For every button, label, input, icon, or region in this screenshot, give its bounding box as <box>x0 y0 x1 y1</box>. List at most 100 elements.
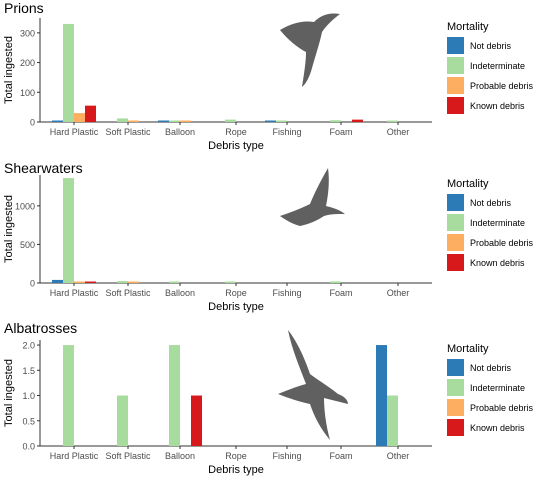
bar-indeterminate <box>169 281 180 283</box>
legend-label: Indeterminate <box>470 383 525 393</box>
x-tick-label: Balloon <box>165 451 195 461</box>
bar-indeterminate <box>117 395 128 446</box>
bar-indeterminate <box>169 120 180 122</box>
bird-silhouette-icon <box>280 168 345 226</box>
bird-silhouette-icon <box>280 13 340 87</box>
bar-indeterminate <box>276 120 287 122</box>
legend-label: Not debris <box>470 198 512 208</box>
x-tick-label: Soft Plastic <box>105 288 151 298</box>
bar-probable-debris <box>128 281 139 283</box>
legend-swatch <box>447 254 464 271</box>
x-tick-label: Hard Plastic <box>50 288 99 298</box>
bar-known-debris <box>85 281 96 283</box>
x-tick-label: Balloon <box>165 288 195 298</box>
bar-indeterminate <box>117 118 128 122</box>
bar-probable-debris <box>180 120 191 122</box>
y-tick-label: 100 <box>20 88 35 98</box>
bar-indeterminate <box>169 345 180 446</box>
x-axis-label: Debris type <box>208 140 264 152</box>
bar-probable-debris <box>74 113 85 122</box>
bar-known-debris <box>85 105 96 122</box>
chart-title: Prions <box>4 0 44 16</box>
bar-indeterminate <box>330 281 341 283</box>
chart-panel-prions: Prions 0 100 200 300 Total ingested Hard Plast… <box>3 0 534 152</box>
y-axis-label: Total ingested <box>3 36 15 104</box>
y-tick-label: 0.0 <box>22 442 35 452</box>
legend-label: Indeterminate <box>470 218 525 228</box>
x-tick-label: Other <box>387 451 410 461</box>
y-tick-label: 1.0 <box>22 391 35 401</box>
legend-label: Known debris <box>470 258 525 268</box>
bar-indeterminate <box>63 178 74 283</box>
y-tick-label: 0 <box>30 279 35 289</box>
y-axis-label: Total ingested <box>3 359 15 427</box>
y-tick-label: 2.0 <box>22 341 35 351</box>
bar-indeterminate <box>330 120 341 122</box>
x-tick-label: Soft Plastic <box>105 451 151 461</box>
legend-title: Mortality <box>447 343 489 355</box>
chart-title: Shearwaters <box>4 160 83 176</box>
x-tick-label: Hard Plastic <box>50 127 99 137</box>
legend-swatch <box>447 419 464 436</box>
bar-not-debris <box>158 120 169 122</box>
bird-silhouette-icon <box>278 330 348 440</box>
legend-label: Probable debris <box>470 403 534 413</box>
bar-indeterminate <box>387 395 398 446</box>
y-tick-label: 500 <box>20 240 35 250</box>
legend-swatch <box>447 194 464 211</box>
bar-probable-debris <box>74 281 85 283</box>
y-tick-label: 0 <box>30 118 35 128</box>
x-axis-label: Debris type <box>208 301 264 313</box>
legend-label: Probable debris <box>470 81 534 91</box>
bar-not-debris <box>52 120 63 122</box>
bar-not-debris <box>52 279 63 283</box>
x-tick-label: Other <box>387 288 410 298</box>
x-tick-label: Fishing <box>272 451 301 461</box>
legend-swatch <box>447 399 464 416</box>
legend-swatch <box>447 214 464 231</box>
x-tick-label: Foam <box>329 127 352 137</box>
x-tick-label: Balloon <box>165 127 195 137</box>
legend-title: Mortality <box>447 21 489 33</box>
legend-label: Not debris <box>470 363 512 373</box>
bar-known-debris <box>191 395 202 446</box>
legend-label: Probable debris <box>470 238 534 248</box>
x-tick-label: Soft Plastic <box>105 127 151 137</box>
legend-swatch <box>447 97 464 114</box>
legend-swatch <box>447 359 464 376</box>
legend-label: Known debris <box>470 423 525 433</box>
legend-swatch <box>447 379 464 396</box>
y-tick-label: 300 <box>20 28 35 38</box>
bar-not-debris <box>265 120 276 122</box>
x-tick-label: Foam <box>329 288 352 298</box>
bar-probable-debris <box>128 120 139 122</box>
legend-label: Indeterminate <box>470 61 525 71</box>
bar-indeterminate <box>63 345 74 446</box>
bar-not-debris <box>376 345 387 446</box>
legend-swatch <box>447 77 464 94</box>
x-tick-label: Rope <box>225 127 247 137</box>
y-tick-label: 1000 <box>15 201 35 211</box>
legend-title: Mortality <box>447 178 489 190</box>
y-axis-label: Total ingested <box>3 195 15 263</box>
x-tick-label: Foam <box>329 451 352 461</box>
legend-swatch <box>447 234 464 251</box>
bar-indeterminate <box>225 119 236 122</box>
bar-indeterminate <box>117 281 128 283</box>
y-tick-label: 0.5 <box>22 416 35 426</box>
legend-swatch <box>447 37 464 54</box>
chart-title: Albatrosses <box>4 320 77 336</box>
chart-panel-albatrosses: Albatrosses 0.0 0.5 1.0 1.5 2.0 Total ingested… <box>3 320 534 476</box>
y-tick-label: 1.5 <box>22 366 35 376</box>
y-tick-label: 200 <box>20 58 35 68</box>
x-tick-label: Rope <box>225 451 247 461</box>
x-tick-label: Fishing <box>272 127 301 137</box>
bar-indeterminate <box>63 23 74 123</box>
legend-label: Not debris <box>470 41 512 51</box>
x-tick-label: Hard Plastic <box>50 451 99 461</box>
bar-indeterminate <box>225 281 236 283</box>
bar-known-debris <box>352 119 363 122</box>
x-tick-label: Rope <box>225 288 247 298</box>
